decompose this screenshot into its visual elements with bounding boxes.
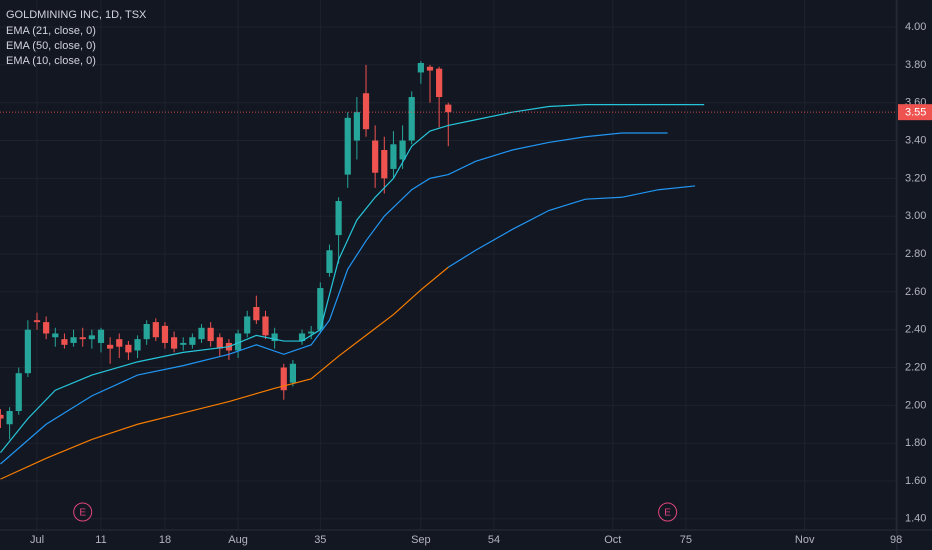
candle-body (170, 337, 178, 349)
x-tick-label: 18 (159, 534, 171, 546)
y-tick-label: 2.20 (905, 361, 926, 373)
candle-body (317, 288, 324, 330)
candle-body (79, 337, 86, 340)
candle-body (6, 411, 13, 425)
candle-body (253, 306, 260, 321)
x-tick-label: 11 (95, 534, 106, 546)
event-label: E (664, 508, 671, 519)
y-tick-label: 3.20 (905, 172, 926, 184)
candle-body (271, 333, 278, 342)
axes: 1.40 1.60 1.80 2.00 2.20 2.40 2.60 2.80 3.00 3.20… (30, 21, 932, 546)
candle-body (298, 333, 306, 342)
candle-body (33, 320, 41, 323)
candle-body (116, 339, 123, 347)
legend-entry: EMA (10, close, 0) (6, 55, 96, 67)
legend: EMA (21, close, 0) EMA (50, close, 0) EMA … (6, 25, 96, 67)
event-marker (73, 502, 93, 522)
chart-title: GOLDMINING INC, 1D, TSX (6, 9, 147, 21)
candle-body (15, 373, 22, 412)
candle-body (390, 144, 397, 169)
x-tick-label: Oct (604, 534, 621, 546)
candle-body (362, 93, 370, 130)
candle-body (61, 339, 68, 345)
x-tick-label: Nov (795, 534, 815, 546)
candle-body (207, 327, 214, 342)
candle-body (161, 325, 169, 343)
candle-body (24, 329, 31, 374)
candle-body (180, 342, 187, 345)
candle-body (280, 367, 287, 391)
candle-body (244, 316, 251, 334)
candle-body (134, 339, 141, 351)
candle-body (445, 104, 452, 113)
candle-body (88, 335, 95, 340)
y-tick-label: 1.60 (905, 475, 926, 487)
candle-body (344, 117, 351, 175)
ema-line (447, 185, 696, 268)
candle-body (216, 337, 223, 349)
legend-entry: EMA (50, close, 0) (6, 40, 96, 52)
y-tick-label: 1.40 (905, 513, 926, 525)
candle-body (335, 201, 342, 236)
x-tick-label: Aug (228, 534, 248, 546)
candle-body (417, 62, 424, 73)
candle-body (308, 331, 315, 334)
x-tick-label: Sep (411, 534, 431, 546)
candle-body (125, 344, 132, 353)
candle-body (143, 324, 150, 340)
x-tick-label: Jul (30, 534, 44, 546)
event-label: E (79, 508, 86, 519)
price-label-box (898, 104, 932, 121)
ema-line (0, 266, 449, 480)
candle-body (408, 97, 415, 141)
candle-body (372, 140, 379, 173)
candle-body (436, 68, 443, 98)
y-tick-label: 3.80 (905, 59, 926, 71)
legend-entry: EMA (21, close, 0) (6, 25, 96, 37)
y-tick-label: 2.80 (905, 248, 926, 260)
event-marker (658, 502, 678, 522)
candle-body (399, 140, 406, 160)
candle-body (198, 327, 205, 340)
candle-body (189, 337, 196, 345)
candle-body (0, 414, 4, 419)
candle-body (326, 250, 333, 273)
candle-body (353, 112, 360, 141)
candle-body (262, 316, 269, 336)
y-tick-label: 1.80 (905, 437, 926, 449)
ema-line (0, 104, 705, 454)
x-tick-label: 54 (488, 534, 500, 546)
x-tick-label: 75 (680, 534, 692, 546)
y-tick-label: 2.60 (905, 286, 926, 298)
y-tick-label: 3.00 (905, 210, 926, 222)
y-tick-label: 2.40 (905, 324, 926, 336)
x-tick-label: 35 (314, 534, 326, 546)
y-tick-label: 4.00 (905, 21, 926, 33)
x-tick-label: 98 (890, 534, 902, 546)
candle-body (426, 66, 434, 71)
candle-body (70, 337, 77, 343)
candle-body (52, 333, 59, 338)
price-label: 3.55 (905, 107, 926, 119)
ema-line (0, 132, 668, 465)
candle-body (381, 149, 388, 179)
candle-body (234, 333, 242, 351)
candle-body (152, 322, 159, 338)
y-tick-label: 2.00 (905, 399, 926, 411)
candle-body (97, 329, 105, 343)
candle-body (289, 363, 297, 383)
y-tick-label: 3.40 (905, 134, 926, 146)
candle-body (107, 344, 114, 349)
candle-body (43, 322, 50, 334)
